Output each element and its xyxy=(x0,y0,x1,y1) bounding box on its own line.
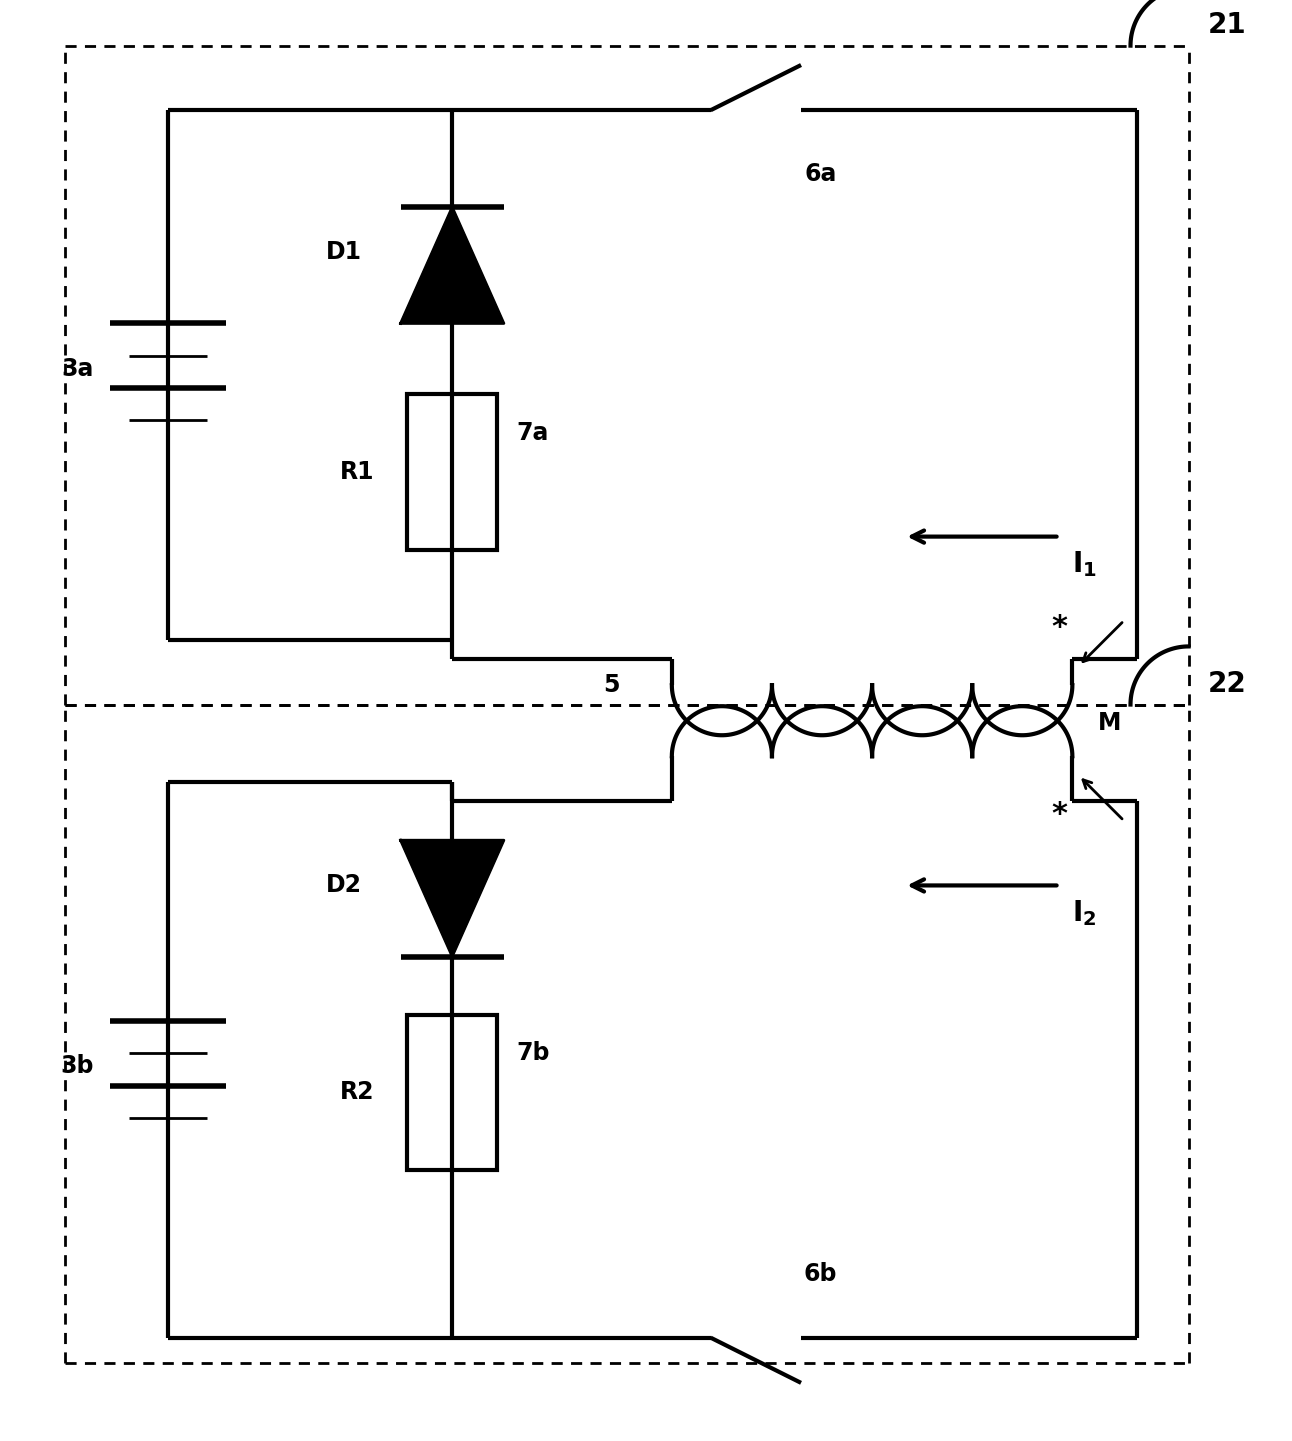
Text: 7b: 7b xyxy=(517,1042,550,1065)
Text: R2: R2 xyxy=(340,1081,375,1104)
Text: 7a: 7a xyxy=(517,421,549,445)
Text: 3b: 3b xyxy=(61,1055,94,1078)
Text: D1: D1 xyxy=(326,241,362,264)
Text: 6b: 6b xyxy=(804,1262,837,1285)
Text: *: * xyxy=(1052,612,1067,641)
Text: M: M xyxy=(1098,710,1121,735)
Text: 21: 21 xyxy=(1208,12,1247,39)
Text: $\mathbf{I_1}$: $\mathbf{I_1}$ xyxy=(1072,549,1097,579)
Bar xyxy=(407,395,497,549)
Polygon shape xyxy=(401,208,504,323)
Text: R1: R1 xyxy=(340,460,375,484)
Text: 22: 22 xyxy=(1208,670,1247,697)
Text: 3a: 3a xyxy=(61,356,94,380)
Text: *: * xyxy=(1052,800,1067,829)
Polygon shape xyxy=(401,840,504,957)
Bar xyxy=(407,1014,497,1170)
Text: 5: 5 xyxy=(603,673,620,697)
Text: 6a: 6a xyxy=(804,161,837,186)
Text: D2: D2 xyxy=(326,873,362,898)
Text: $\mathbf{I_2}$: $\mathbf{I_2}$ xyxy=(1072,898,1097,928)
